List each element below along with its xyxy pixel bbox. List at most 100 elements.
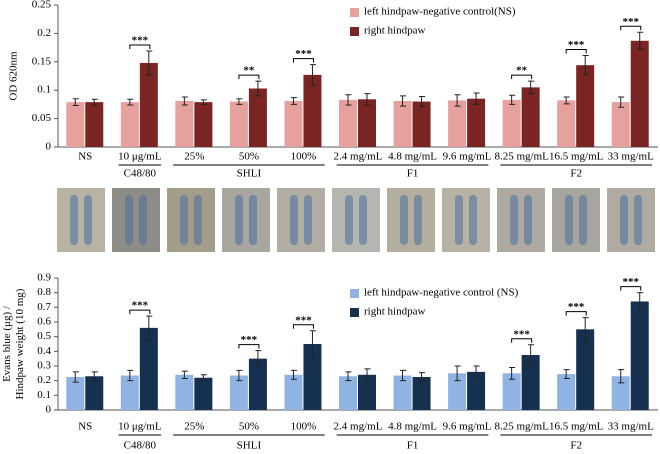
bar [502, 99, 521, 147]
y-tick-label: 0.1 [37, 84, 51, 96]
bar [358, 374, 376, 410]
significance-bracket [129, 309, 151, 315]
bar [412, 101, 431, 147]
x-tick-label: 33 mg/mL [608, 421, 654, 433]
significance-bracket [238, 74, 260, 80]
error-bar [309, 330, 316, 358]
error-bar [345, 94, 352, 106]
bar [303, 344, 322, 410]
group-label: F2 [570, 168, 582, 180]
x-tick-label: NS [78, 151, 92, 163]
group-label: C48/80 [124, 440, 157, 452]
error-bar [255, 80, 262, 97]
y-tick-label: 0.9 [37, 272, 51, 284]
error-bar [563, 369, 570, 379]
photo [57, 188, 105, 252]
bar [194, 102, 213, 147]
x-tick-label: 33 mg/mL [608, 151, 654, 163]
group-label: F1 [407, 440, 419, 452]
photo [442, 188, 490, 252]
y-tick-label: 0.15 [32, 55, 52, 67]
bar [448, 373, 467, 410]
error-bar [419, 372, 426, 382]
significance-label: *** [622, 16, 639, 28]
y-axis-title: Hindpaw weight (10 mg) [14, 288, 26, 399]
error-bar [582, 317, 589, 342]
y-tick-label: 0.25 [32, 0, 52, 11]
x-tick-label: 16.5 mg/mL [549, 151, 604, 163]
error-bar [400, 369, 407, 382]
x-tick-label: 9.6 mg/mL [443, 421, 492, 433]
error-bar [236, 369, 243, 382]
bar [229, 101, 248, 147]
significance-label: *** [132, 300, 149, 312]
bar [248, 88, 267, 147]
y-tick-label: 0.6 [37, 316, 51, 328]
error-bar [255, 350, 262, 368]
error-bar [400, 95, 407, 107]
x-tick-label: 50% [239, 151, 259, 163]
significance-label: *** [295, 314, 312, 326]
y-tick-label: 0.4 [37, 345, 51, 357]
error-bar [582, 55, 589, 76]
x-tick-label: 16.5 mg/mL [549, 421, 604, 433]
legend-swatch [350, 8, 359, 17]
bar [139, 327, 158, 410]
y-tick-label: 0.2 [37, 27, 51, 39]
significance-bracket [511, 74, 533, 80]
legend-label: left hindpaw-negative control (NS) [364, 287, 519, 299]
significance-label: *** [132, 35, 149, 47]
bar [576, 65, 595, 147]
significance-bracket [620, 25, 642, 31]
x-tick-label: 10 μg/mL [118, 151, 162, 163]
error-bar [91, 98, 98, 106]
error-bar [181, 370, 188, 379]
x-tick-label: 4.8 mg/mL [388, 151, 437, 163]
bar [611, 376, 630, 410]
significance-label: ** [243, 65, 255, 77]
x-tick-label: 50% [239, 421, 259, 433]
error-bar [236, 98, 243, 105]
bar [175, 100, 194, 147]
significance-bracket [511, 338, 533, 343]
error-bar [127, 98, 134, 106]
significance-label: ** [516, 65, 528, 77]
photo [387, 188, 435, 252]
error-bar [72, 371, 79, 383]
error-bar [200, 99, 207, 105]
y-tick-label: 0 [46, 404, 52, 416]
error-bar [200, 374, 207, 382]
legend-swatch [350, 27, 359, 36]
bar [358, 99, 376, 147]
x-tick-label: 100% [291, 151, 317, 163]
error-bar [454, 94, 461, 107]
bar [339, 376, 357, 410]
error-bar [454, 365, 461, 382]
error-bar [146, 315, 153, 341]
bar [467, 371, 486, 410]
error-bar [290, 97, 297, 105]
x-tick-label: 100% [291, 421, 317, 433]
y-tick-label: 0.05 [32, 112, 52, 124]
legend-label: right hindpaw [364, 306, 425, 318]
photo [552, 188, 600, 252]
photo [497, 188, 545, 252]
bar [521, 355, 540, 410]
error-bar [473, 365, 480, 379]
significance-bracket [565, 49, 587, 54]
bar [66, 377, 85, 410]
significance-label: *** [513, 328, 530, 340]
error-bar [72, 98, 79, 107]
photo [222, 188, 270, 252]
bar [248, 358, 267, 410]
significance-label: *** [622, 276, 639, 288]
x-tick-label: 8.25 mg/mL [494, 151, 549, 163]
error-bar [637, 292, 644, 311]
error-bar [419, 95, 426, 108]
bar [303, 74, 322, 147]
legend-label: left hindpaw-negative control(NS) [364, 6, 516, 18]
y-axis-title: OD 620nm [8, 51, 20, 101]
bar [557, 374, 576, 410]
group-label: C48/80 [124, 168, 157, 180]
bar [85, 102, 104, 147]
